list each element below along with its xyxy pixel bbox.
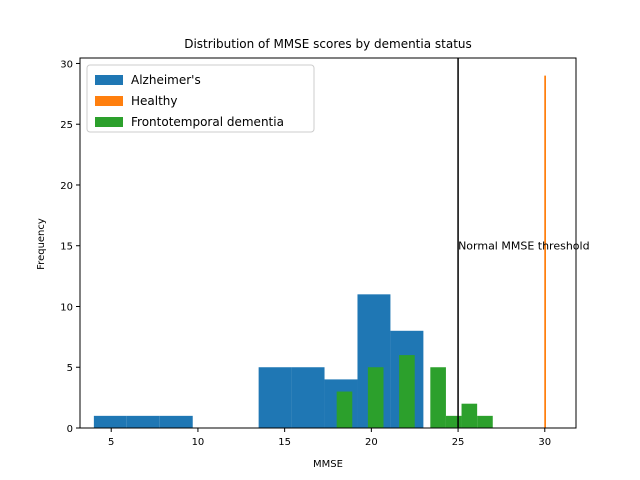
y-tick-label-0: 0	[67, 424, 73, 435]
x-tick-label-15: 15	[278, 437, 291, 448]
bar-alzheimer-s-2	[159, 415, 193, 428]
bar-frontotemporal-dementia-8	[461, 403, 478, 428]
bar-alzheimer-s-6	[291, 367, 325, 428]
y-tick-label-5: 5	[67, 363, 73, 374]
legend-label-healthy: Healthy	[131, 94, 178, 108]
x-tick-label-5: 5	[108, 437, 114, 448]
reference-line-group: Normal MMSE threshold	[457, 58, 590, 428]
x-tick-label-20: 20	[365, 437, 378, 448]
bar-frontotemporal-dementia-2	[367, 367, 384, 428]
bar-healthy-0	[544, 75, 546, 428]
y-tick-label-15: 15	[60, 242, 73, 253]
x-axis-label: MMSE	[313, 459, 343, 470]
legend-label-alzheimer-s: Alzheimer's	[131, 73, 201, 87]
y-tick-label-20: 20	[60, 181, 73, 192]
legend-swatch-alzheimer-s	[95, 75, 123, 85]
bars-group	[93, 75, 546, 428]
bar-alzheimer-s-5	[258, 367, 292, 428]
x-tick-label-30: 30	[538, 437, 551, 448]
y-axis-label: Frequency	[36, 218, 47, 270]
y-tick-label-10: 10	[60, 302, 73, 313]
y-tick-label-25: 25	[60, 120, 73, 131]
x-tick-label-10: 10	[192, 437, 205, 448]
bar-frontotemporal-dementia-6	[430, 367, 446, 428]
bar-alzheimer-s-0	[93, 415, 127, 428]
legend: Alzheimer's Healthy Frontotemporal dementi…	[86, 64, 315, 133]
bar-frontotemporal-dementia-9	[477, 415, 493, 428]
threshold-label: Normal MMSE threshold	[458, 240, 590, 253]
x-tick-label-25: 25	[452, 437, 465, 448]
legend-swatch-frontotemporal-dementia	[95, 117, 123, 127]
legend-label-frontotemporal-dementia: Frontotemporal dementia	[131, 115, 284, 129]
legend-swatch-healthy	[95, 96, 123, 106]
legend-box	[86, 64, 315, 133]
axes-frame	[79, 57, 577, 429]
chart-title: Distribution of MMSE scores by dementia …	[184, 37, 472, 51]
bar-frontotemporal-dementia-0	[336, 391, 353, 428]
bar-frontotemporal-dementia-7	[445, 415, 462, 428]
y-tick-label-30: 30	[60, 59, 73, 70]
bar-frontotemporal-dementia-4	[399, 355, 415, 428]
axes-group: 5 10 15 20 25 30 0 5 10 15 20 25 30	[60, 57, 577, 448]
bar-alzheimer-s-1	[126, 415, 160, 428]
